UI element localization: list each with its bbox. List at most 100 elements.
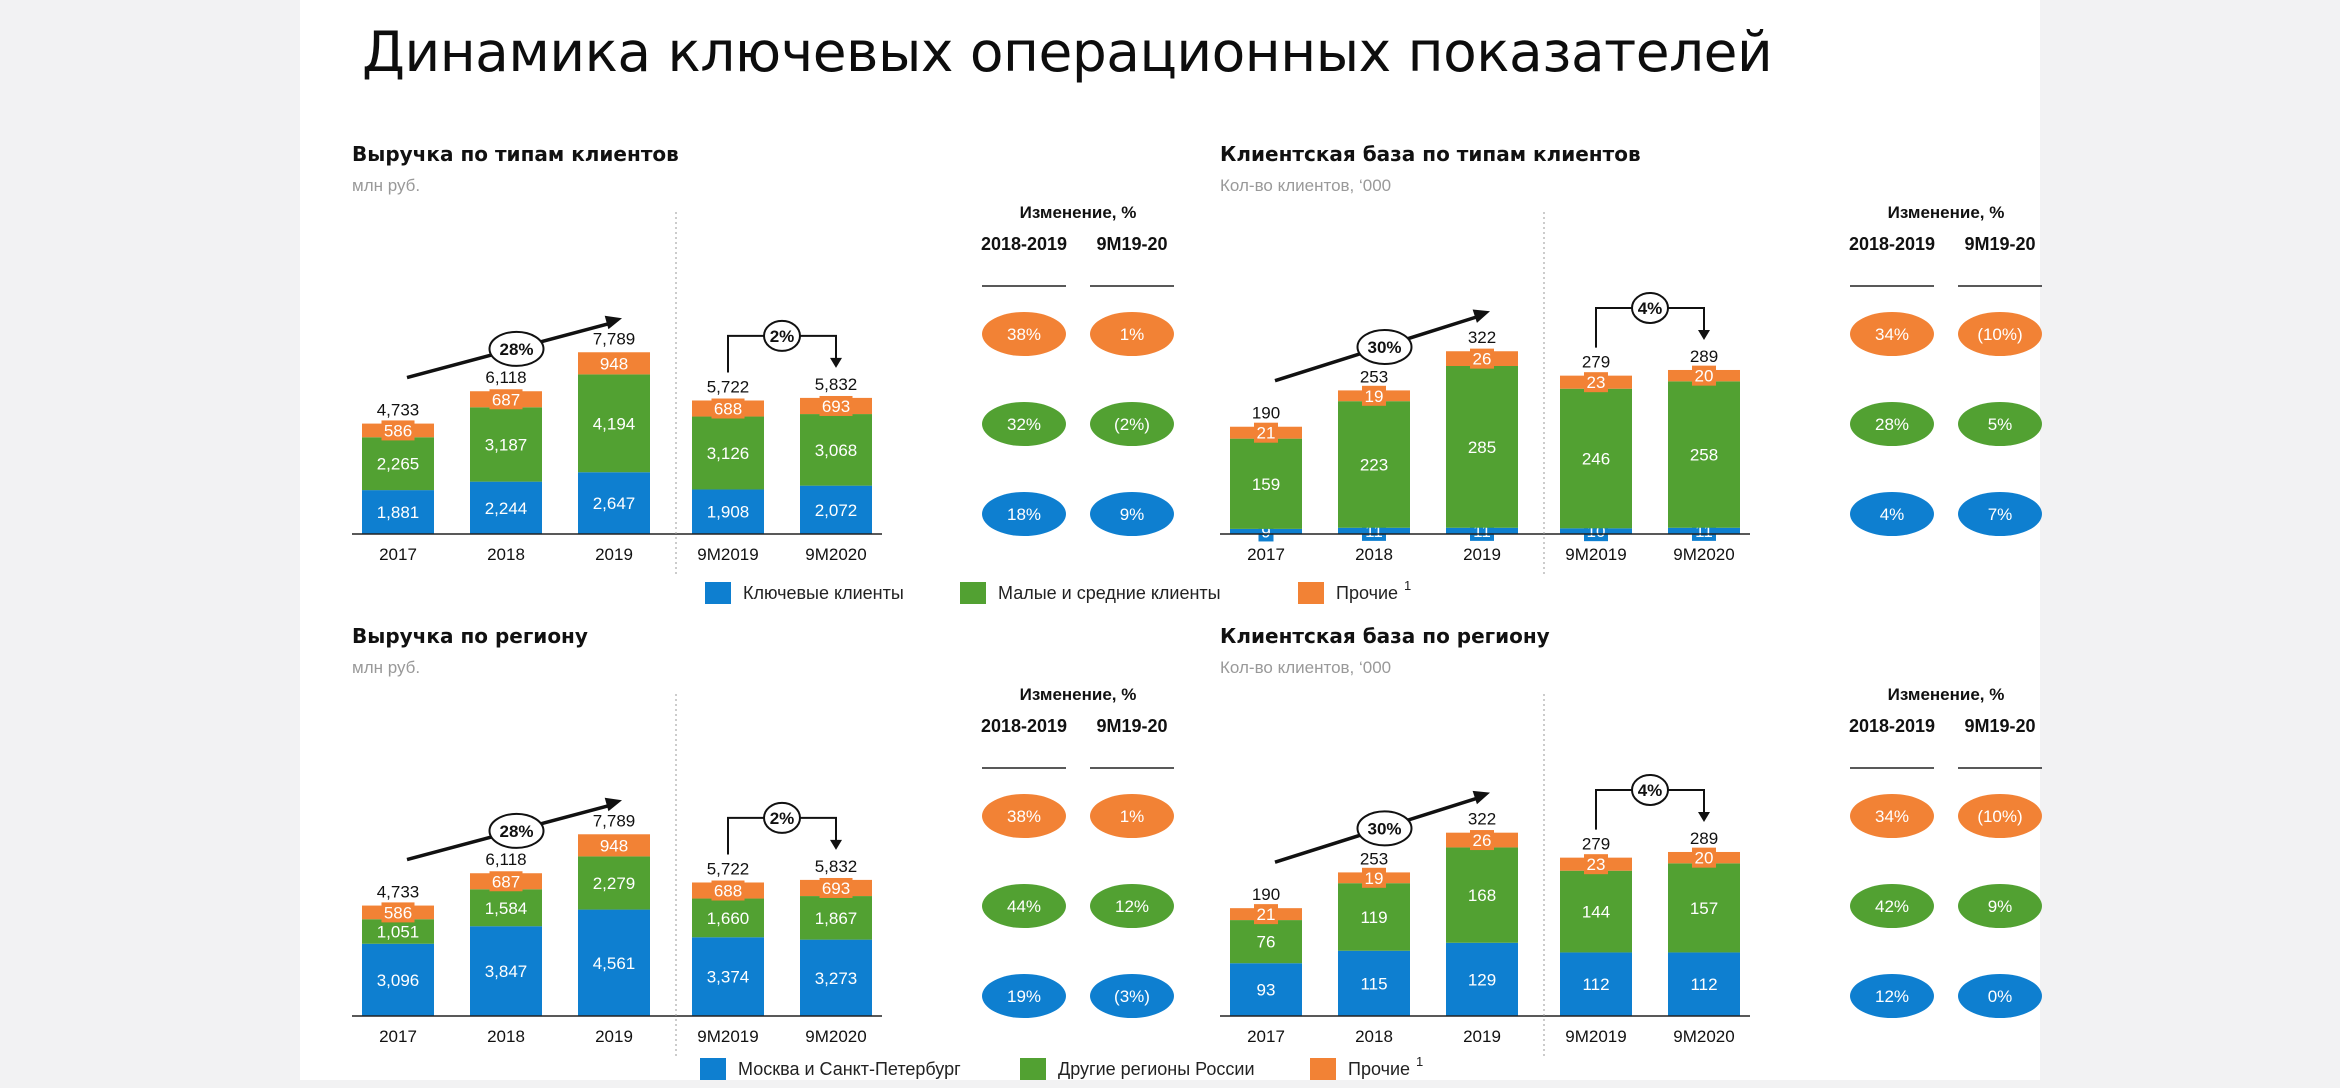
bar-segment: [692, 898, 764, 938]
change-badge: [1090, 974, 1174, 1018]
change-header: Изменение, %: [1020, 203, 1137, 222]
bar-segment: [692, 416, 764, 490]
bar-segment: [1338, 950, 1410, 1016]
data-label: 19: [1365, 387, 1384, 406]
data-label: 693: [822, 879, 850, 898]
change-badge: [1958, 794, 2042, 838]
data-label: 129: [1468, 970, 1496, 989]
x-tick-label: 9M2020: [805, 1027, 866, 1046]
legend-item-other: Прочие 1: [1298, 578, 1411, 604]
total-label: 5,722: [707, 859, 750, 878]
data-label: 159: [1252, 475, 1280, 494]
total-label: 322: [1468, 328, 1496, 347]
slide-page: Динамика ключевых операционных показател…: [300, 0, 2042, 1080]
growth-label-annual: 28%: [499, 822, 533, 841]
change-badge: [1850, 402, 1934, 446]
total-label: 289: [1690, 347, 1718, 366]
bar-segment: [1560, 388, 1632, 529]
data-label: 1,660: [707, 909, 750, 928]
data-label: 3,126: [707, 444, 750, 463]
data-label-bg: [711, 880, 745, 901]
bar-segment: [578, 856, 650, 910]
x-tick-label: 9M2019: [1565, 545, 1626, 564]
bar-segment: [1230, 963, 1302, 1016]
page-title: Динамика ключевых операционных показател…: [362, 20, 1773, 84]
change-value: (10%): [1977, 325, 2022, 344]
data-label: 688: [714, 400, 742, 419]
data-label: 144: [1582, 903, 1610, 922]
data-label: 2,279: [593, 874, 636, 893]
total-label: 5,832: [815, 857, 858, 876]
data-label: 119: [1360, 908, 1387, 927]
change-badge: [982, 492, 1066, 536]
change-badge: [1958, 312, 2042, 356]
data-label-bg: [1692, 847, 1716, 868]
change-badge: [982, 312, 1066, 356]
change-header: Изменение, %: [1888, 685, 2005, 704]
x-tick-label: 9M2020: [1673, 545, 1734, 564]
growth-badge-annual: [488, 812, 545, 849]
data-label: 3,187: [485, 435, 528, 454]
bar-segment: [470, 926, 542, 1016]
change-value: 18%: [1007, 505, 1041, 524]
chart-title: Клиентская база по региону: [1220, 624, 1550, 648]
bar-segment: [578, 352, 650, 375]
change-header: Изменение, %: [1888, 203, 2005, 222]
legend-label: Другие регионы России: [1058, 1058, 1255, 1079]
bar-segment: [1668, 863, 1740, 953]
growth-bracket-arrow: [1698, 811, 1710, 822]
chart-subtitle: Кол-во клиентов, ‘000: [1220, 176, 1392, 195]
legend-item-other: Прочие 1: [1310, 1054, 1423, 1080]
data-label: 1,908: [707, 503, 750, 522]
legend-footnote-mark: 1: [1416, 1053, 1424, 1069]
data-label: 693: [822, 397, 850, 416]
data-label: 168: [1468, 886, 1496, 905]
bar-segment: [1668, 381, 1740, 528]
change-value: 9%: [1988, 897, 2013, 916]
change-value: 0%: [1988, 987, 2013, 1006]
bar-segment: [800, 414, 872, 486]
bar-segment: [1446, 366, 1518, 528]
chart-subtitle: млн руб.: [352, 176, 421, 195]
data-label: 687: [492, 872, 520, 891]
change-badge: [1090, 492, 1174, 536]
growth-arrow-head: [1472, 309, 1490, 323]
change-value: 38%: [1007, 325, 1041, 344]
data-label: 112: [1690, 975, 1717, 994]
growth-badge-annual: [488, 330, 545, 367]
change-badge: [982, 794, 1066, 838]
x-tick-label: 2017: [1247, 545, 1285, 564]
growth-label-9m: 2%: [770, 809, 795, 828]
data-label-bg: [1254, 904, 1278, 925]
change-value: 9%: [1120, 505, 1145, 524]
total-label: 6,118: [485, 368, 526, 387]
data-label: 2,647: [593, 494, 636, 513]
data-label: 2,244: [485, 499, 528, 518]
bar-segment: [578, 472, 650, 534]
data-label: 20: [1695, 367, 1714, 386]
data-label: 23: [1587, 855, 1606, 874]
chart-title: Выручка по типам клиентов: [352, 142, 679, 166]
data-label: 4,561: [593, 954, 636, 973]
x-tick-label: 2019: [595, 1027, 633, 1046]
x-tick-label: 2018: [487, 1027, 525, 1046]
bar-segment: [1230, 438, 1302, 529]
change-value: (2%): [1114, 415, 1150, 434]
x-tick-label: 2018: [1355, 1027, 1393, 1046]
change-value: 42%: [1875, 897, 1909, 916]
change-badge: [1850, 974, 1934, 1018]
growth-badge-annual: [1356, 810, 1413, 847]
total-label: 289: [1690, 829, 1718, 848]
data-label-bg: [1362, 385, 1386, 406]
growth-arrow-head: [604, 797, 622, 812]
change-value: 28%: [1875, 415, 1909, 434]
data-label: 157: [1690, 899, 1718, 918]
growth-label-9m: 4%: [1638, 299, 1663, 318]
data-label: 19: [1365, 869, 1384, 888]
bar-segment: [1230, 920, 1302, 964]
data-label: 21: [1257, 905, 1276, 924]
change-badge: [1958, 974, 2042, 1018]
change-column-header: 9M19-20: [1096, 716, 1167, 736]
